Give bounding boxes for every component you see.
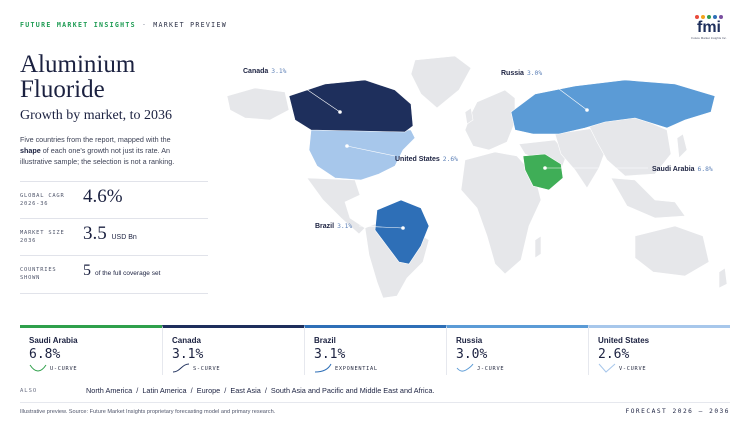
card-value: 2.6% xyxy=(598,347,630,362)
card-value: 6.8% xyxy=(29,347,61,362)
map-region-africa xyxy=(460,151,542,275)
stat-market-size: MARKET SIZE 2036 3.5 USD Bn xyxy=(20,218,208,255)
card-curve-label: J-CURVE xyxy=(477,366,505,372)
stat-label: MARKET SIZE 2036 xyxy=(20,230,65,244)
stat-value: 3.5 USD Bn xyxy=(83,223,137,244)
s-curve-icon xyxy=(172,363,190,373)
map-label-russia: Russia 3.0% xyxy=(501,70,543,77)
j-curve-icon xyxy=(456,363,474,372)
stat-unit: of the full coverage set xyxy=(95,270,161,277)
page-title: Aluminium Fluoride xyxy=(20,51,136,103)
map-region-madagascar xyxy=(534,235,542,259)
card-value: 3.0% xyxy=(456,347,488,362)
fmi-logo[interactable]: fmi Future Market Insights Inc. xyxy=(683,14,735,40)
stat-value: 4.6% xyxy=(83,186,123,207)
description-emphasis: shape xyxy=(20,146,41,155)
country-cards: Saudi Arabia 6.8% U-CURVE Canada 3.1% S-… xyxy=(20,325,730,375)
source-note: Illustrative preview. Source: Future Mar… xyxy=(20,409,276,415)
stat-value: 5 of the full coverage set xyxy=(83,262,161,279)
page-subtitle: Growth by market, to 2036 xyxy=(20,108,173,123)
card-brazil[interactable]: Brazil 3.1% EXPONENTIAL xyxy=(304,325,446,375)
footer-divider xyxy=(20,402,730,403)
also-regions: North America / Latin America / Europe /… xyxy=(86,386,435,395)
logo-wordmark: fmi xyxy=(697,19,721,36)
map-region-new-zealand xyxy=(718,267,728,289)
map-region-japan xyxy=(676,133,688,159)
stat-label: GLOBAL CAGR 2026-36 xyxy=(20,193,65,207)
stat-cagr: GLOBAL CAGR 2026-36 4.6% xyxy=(20,181,208,218)
header-separator: · xyxy=(141,21,148,29)
card-russia[interactable]: Russia 3.0% J-CURVE xyxy=(446,325,588,375)
card-canada[interactable]: Canada 3.1% S-CURVE xyxy=(162,325,304,375)
divider xyxy=(20,293,208,294)
card-curve-label: EXPONENTIAL xyxy=(335,366,378,372)
v-curve-icon xyxy=(598,363,616,373)
also-label: ALSO xyxy=(20,388,38,394)
map-country-russia xyxy=(510,79,716,135)
card-country-name: Russia xyxy=(456,336,483,345)
card-country-name: United States xyxy=(598,336,650,345)
card-curve-label: U-CURVE xyxy=(50,366,78,372)
map-country-brazil xyxy=(374,199,430,265)
logo-subtext: Future Market Insights Inc. xyxy=(691,36,727,40)
stat-label: COUNTRIES SHOWN xyxy=(20,267,57,281)
stat-unit: USD Bn xyxy=(111,234,137,241)
header-line: FUTURE MARKET INSIGHTS · MARKET PREVIEW xyxy=(20,21,227,29)
map-label-united-states: United States 2.6% xyxy=(395,156,458,163)
card-country-name: Canada xyxy=(172,336,201,345)
map-region-uk xyxy=(464,107,474,125)
map-region-southeast-asia xyxy=(610,177,686,219)
forecast-period: FORECAST 2026 – 2036 xyxy=(625,408,730,415)
map-country-us xyxy=(308,129,416,181)
description: Five countries from the report, mapped w… xyxy=(20,135,175,166)
card-united-states[interactable]: United States 2.6% V-CURVE xyxy=(588,325,730,375)
map-region-greenland xyxy=(410,55,472,109)
card-curve-label: S-CURVE xyxy=(193,366,221,372)
card-country-name: Saudi Arabia xyxy=(29,336,78,345)
section-name: MARKET PREVIEW xyxy=(153,21,227,29)
brand-name: FUTURE MARKET INSIGHTS xyxy=(20,21,136,29)
map-label-saudi-arabia: Saudi Arabia 6.8% xyxy=(652,166,713,173)
map-region-australia xyxy=(634,225,710,277)
card-value: 3.1% xyxy=(314,347,346,362)
card-curve-label: V-CURVE xyxy=(619,366,647,372)
map-region-mexico xyxy=(306,177,366,235)
card-country-name: Brazil xyxy=(314,336,336,345)
u-curve-icon xyxy=(29,364,47,372)
world-map: Canada 3.1% Russia 3.0% United States 2.6% … xyxy=(215,50,740,300)
map-country-canada xyxy=(288,79,414,133)
map-label-canada: Canada 3.1% xyxy=(243,68,287,75)
map-label-brazil: Brazil 3.1% xyxy=(315,223,353,230)
map-country-saudi-arabia xyxy=(522,153,564,191)
card-value: 3.1% xyxy=(172,347,204,362)
world-map-svg xyxy=(226,55,728,299)
exponential-curve-icon xyxy=(314,363,332,373)
card-saudi-arabia[interactable]: Saudi Arabia 6.8% U-CURVE xyxy=(20,325,162,375)
stat-countries: COUNTRIES SHOWN 5 of the full coverage s… xyxy=(20,255,208,292)
map-region-alaska xyxy=(226,87,290,121)
